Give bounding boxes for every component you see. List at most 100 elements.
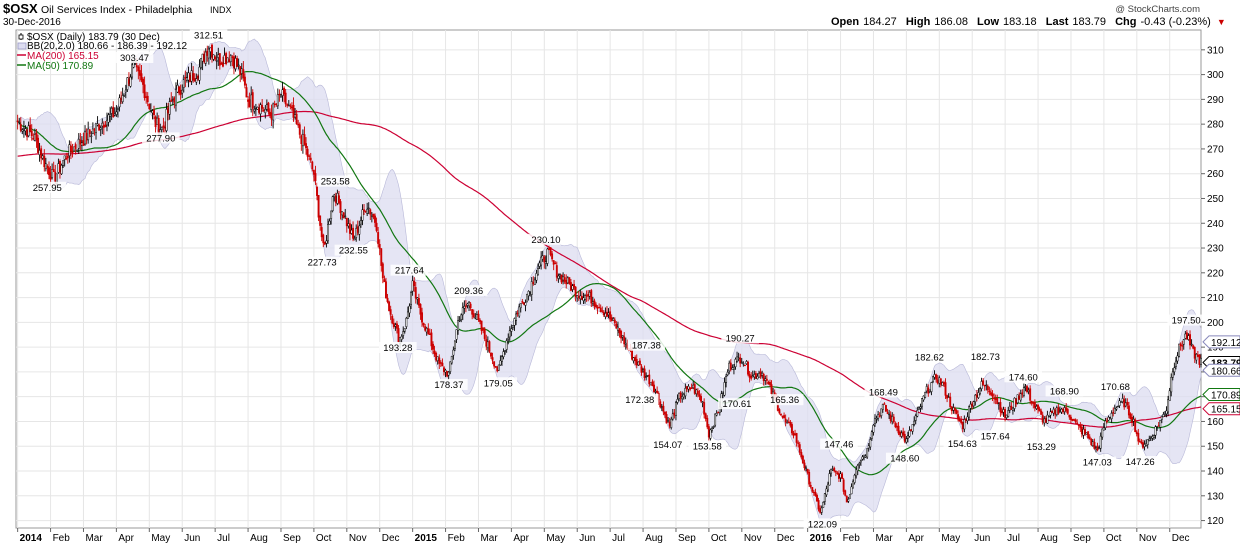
price-bar-body bbox=[790, 424, 793, 434]
price-bar bbox=[801, 454, 804, 464]
price-bar-body bbox=[292, 104, 295, 118]
price-bar-body bbox=[638, 360, 641, 366]
price-bar bbox=[226, 57, 229, 63]
price-bar bbox=[809, 481, 812, 489]
price-bar-body bbox=[530, 281, 533, 295]
price-bar-body bbox=[864, 455, 867, 458]
price-bar-body bbox=[179, 89, 182, 95]
price-bar bbox=[1093, 438, 1096, 450]
price-annotation: 165.36 bbox=[765, 394, 804, 406]
chg-value: -0.43 (-0.23%) bbox=[1140, 16, 1210, 28]
price-bar bbox=[225, 51, 228, 66]
annotation-label: 154.07 bbox=[653, 440, 682, 451]
price-bar bbox=[236, 55, 239, 68]
annotation-bg bbox=[765, 394, 804, 406]
y-tick-label: 240 bbox=[1207, 219, 1224, 230]
price-bar-body bbox=[632, 357, 635, 362]
annotation-bg bbox=[1096, 381, 1135, 393]
price-bar bbox=[1138, 438, 1141, 443]
price-bar bbox=[1016, 394, 1019, 405]
price-bar bbox=[74, 142, 77, 155]
price-bar-body bbox=[642, 369, 644, 372]
price-bar bbox=[198, 59, 201, 85]
price-bar bbox=[427, 323, 430, 335]
price-bar-body bbox=[637, 361, 640, 366]
price-bar-body bbox=[743, 364, 746, 367]
price-bar-body bbox=[370, 215, 373, 217]
price-bar bbox=[729, 359, 732, 372]
price-bar-body bbox=[117, 108, 119, 110]
price-bar-body bbox=[312, 170, 315, 175]
price-bar-body bbox=[1095, 447, 1097, 450]
price-bar-body bbox=[181, 89, 184, 94]
price-bar-body bbox=[453, 340, 456, 349]
price-bar-body bbox=[1102, 427, 1105, 431]
price-bar-body bbox=[1038, 408, 1041, 412]
price-bar-body bbox=[129, 76, 132, 87]
x-tick-label: Feb bbox=[843, 533, 861, 544]
price-bar-body bbox=[606, 311, 608, 317]
price-bar-body bbox=[996, 398, 999, 404]
price-bar-body bbox=[1137, 432, 1140, 442]
price-bar-body bbox=[911, 424, 914, 432]
price-bar-body bbox=[576, 295, 579, 299]
price-bar-body bbox=[515, 313, 518, 321]
price-bar-body bbox=[894, 423, 897, 428]
price-bar bbox=[66, 153, 69, 164]
price-bar bbox=[750, 372, 753, 381]
price-bar-body bbox=[44, 163, 47, 169]
price-bar-body bbox=[320, 227, 323, 238]
price-bar bbox=[328, 218, 331, 225]
price-bar-body bbox=[1157, 425, 1160, 427]
price-bar-body bbox=[957, 414, 960, 420]
annotation-bg bbox=[1167, 314, 1205, 326]
price-bar-body bbox=[687, 386, 690, 390]
annotation-label: 154.63 bbox=[948, 439, 977, 450]
price-bar-body bbox=[540, 256, 543, 266]
annotation-bg bbox=[449, 285, 488, 297]
price-bar-body bbox=[204, 51, 207, 64]
high-label: High bbox=[906, 16, 931, 28]
price-bar-body bbox=[366, 208, 369, 214]
price-bar-body bbox=[736, 356, 739, 362]
price-bar-body bbox=[872, 425, 875, 433]
price-bar bbox=[537, 263, 539, 276]
price-bar-body bbox=[226, 57, 229, 63]
price-bar-body bbox=[1200, 357, 1202, 365]
price-bar-body bbox=[428, 333, 431, 335]
price-bar-body bbox=[836, 472, 839, 474]
price-bar-body bbox=[897, 425, 900, 434]
price-bar-body bbox=[668, 421, 671, 427]
price-bar-body bbox=[115, 111, 118, 115]
price-bar-body bbox=[670, 418, 673, 428]
price-bar-body bbox=[783, 415, 786, 419]
price-bar-body bbox=[160, 127, 163, 130]
price-bar-body bbox=[485, 339, 488, 347]
legend-item-price: $OSX (Daily) 183.79 (30 Dec) bbox=[18, 32, 160, 43]
annotation-label: 232.55 bbox=[339, 246, 368, 257]
price-bar-body bbox=[253, 109, 256, 112]
price-bar bbox=[645, 372, 648, 381]
annotation-label: 153.29 bbox=[1027, 442, 1056, 453]
price-bar-body bbox=[928, 389, 931, 392]
price-bar-body bbox=[178, 86, 181, 94]
price-bar bbox=[251, 89, 254, 117]
price-bar-body bbox=[579, 295, 582, 300]
price-bar bbox=[137, 65, 140, 80]
price-bar bbox=[359, 216, 362, 228]
price-bar bbox=[803, 459, 806, 471]
price-bar-body bbox=[1190, 343, 1193, 346]
price-bar-body bbox=[787, 421, 790, 423]
price-bar bbox=[1019, 389, 1022, 403]
price-bar bbox=[1178, 343, 1181, 358]
price-bar-body bbox=[301, 133, 304, 147]
price-bar-body bbox=[1140, 441, 1143, 444]
price-bar-body bbox=[189, 74, 192, 83]
price-annotation: 182.73 bbox=[966, 351, 1005, 363]
price-bar-body bbox=[767, 381, 770, 385]
price-bar-body bbox=[41, 155, 44, 159]
price-annotation: 253.58 bbox=[316, 175, 355, 188]
price-bar-body bbox=[38, 150, 41, 155]
value-tag-shape bbox=[1202, 335, 1240, 349]
price-bar-body bbox=[878, 415, 881, 417]
